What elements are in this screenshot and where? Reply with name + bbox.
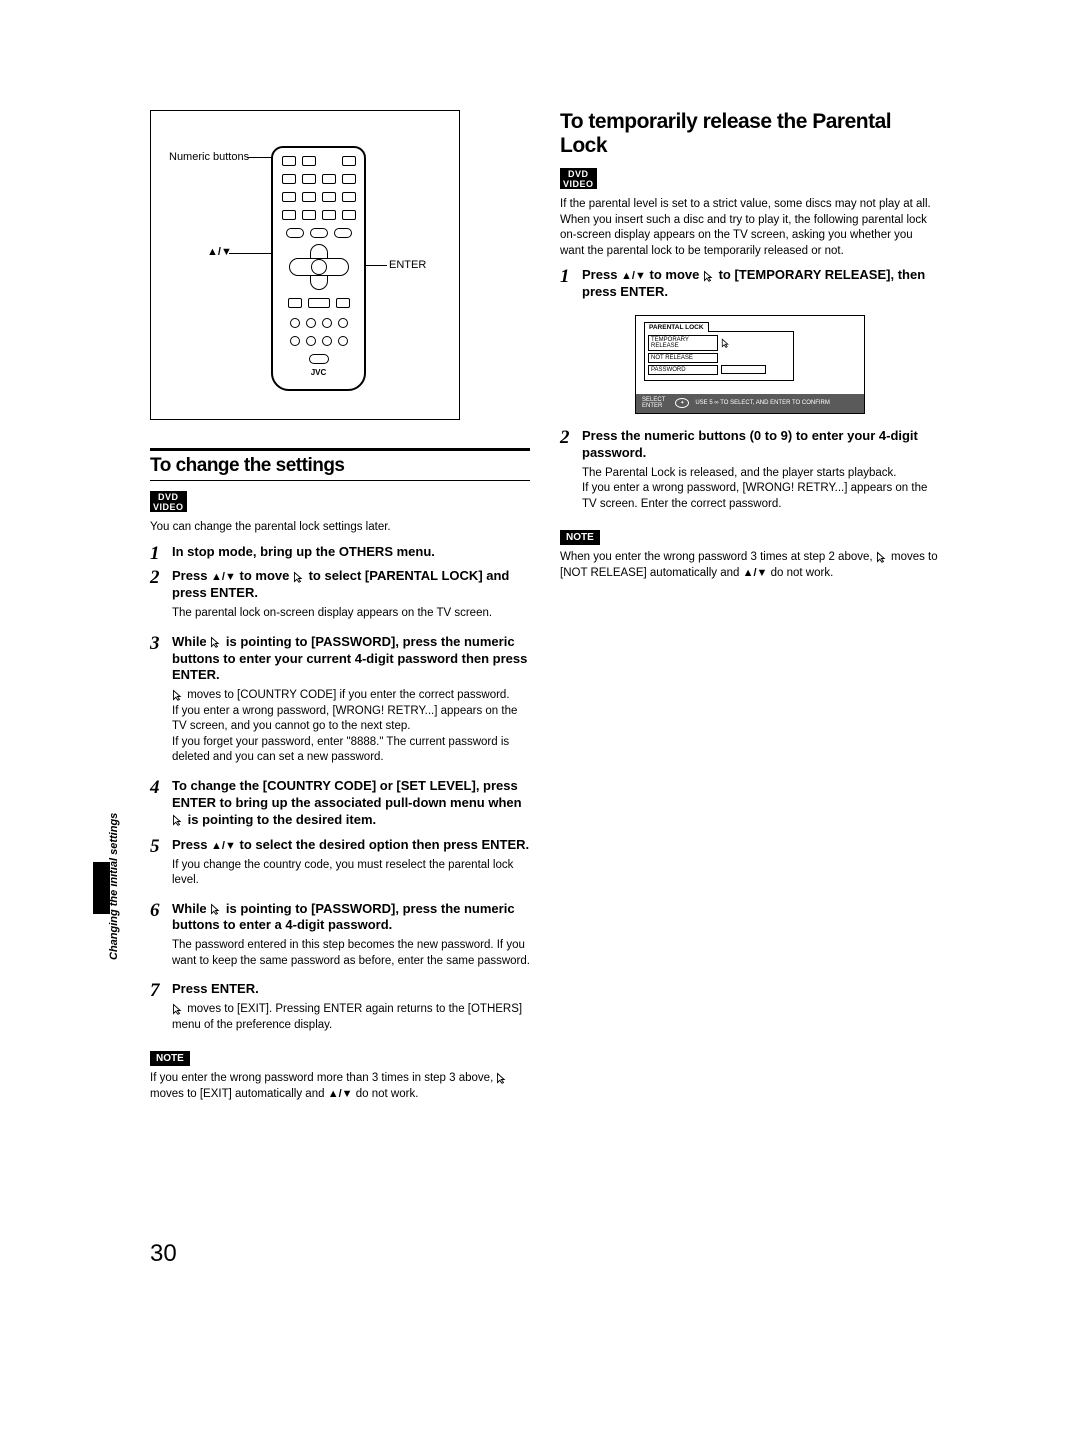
step-number: 6 xyxy=(150,901,172,978)
cursor-icon xyxy=(172,1003,184,1015)
step-number: 3 xyxy=(150,634,172,774)
cursor-icon xyxy=(172,814,184,826)
osd-screenshot: PARENTAL LOCK TEMPORARY RELEASE NOT RELE… xyxy=(635,315,865,414)
page-number: 30 xyxy=(150,1240,177,1268)
step-detail: The parental lock on-screen display appe… xyxy=(172,606,530,622)
page-content: Numeric buttons ▲/▼ ENTER JVC To change … xyxy=(150,110,940,1102)
right-step-1: 1 Press ▲/▼ to move to [TEMPORARY RELEAS… xyxy=(560,267,940,305)
step-title: To change the [COUNTRY CODE] or [SET LEV… xyxy=(172,778,530,829)
step-detail: The password entered in this step become… xyxy=(172,938,530,969)
right-section-title: To temporarily release the Parental Lock xyxy=(560,110,940,158)
right-intro: If the parental level is set to a strict… xyxy=(560,197,940,259)
step-detail: moves to [EXIT]. Pressing ENTER again re… xyxy=(172,1002,530,1033)
callout-numeric: Numeric buttons xyxy=(169,151,249,163)
cursor-icon xyxy=(721,338,731,348)
cursor-icon xyxy=(293,571,305,583)
note-badge: NOTE xyxy=(150,1051,190,1066)
step-number: 2 xyxy=(150,568,172,629)
osd-row-not: NOT RELEASE xyxy=(648,353,718,363)
osd-footer-hint: USE 5 ∞ TO SELECT, AND ENTER TO CONFIRM xyxy=(695,400,830,406)
osd-row-pass: PASSWORD xyxy=(648,365,718,375)
right-note: When you enter the wrong password 3 time… xyxy=(560,550,940,581)
step-number: 5 xyxy=(150,837,172,897)
remote-brand: JVC xyxy=(273,368,364,377)
step-number: 1 xyxy=(150,544,172,565)
remote-illustration: Numeric buttons ▲/▼ ENTER JVC xyxy=(150,110,460,420)
step-7: 7 Press ENTER. moves to [EXIT]. Pressing… xyxy=(150,981,530,1041)
note-badge: NOTE xyxy=(560,530,600,545)
osd-footer: SELECTENTER ✦ USE 5 ∞ TO SELECT, AND ENT… xyxy=(636,394,864,413)
osd-tab: PARENTAL LOCK xyxy=(644,322,709,332)
step-5: 5 Press ▲/▼ to select the desired option… xyxy=(150,837,530,897)
dvd-video-badge: DVDVIDEO xyxy=(560,168,597,189)
callout-updown: ▲/▼ xyxy=(207,246,232,258)
step-title: In stop mode, bring up the OTHERS menu. xyxy=(172,544,530,561)
cursor-icon xyxy=(876,551,888,563)
left-note: If you enter the wrong password more tha… xyxy=(150,1071,530,1102)
step-title: Press ▲/▼ to move to select [PARENTAL LO… xyxy=(172,568,530,602)
step-2: 2 Press ▲/▼ to move to select [PARENTAL … xyxy=(150,568,530,629)
step-6: 6 While is pointing to [PASSWORD], press… xyxy=(150,901,530,978)
step-title: While is pointing to [PASSWORD], press t… xyxy=(172,901,530,935)
left-intro: You can change the parental lock setting… xyxy=(150,520,530,536)
step-3: 3 While is pointing to [PASSWORD], press… xyxy=(150,634,530,774)
step-1: 1 In stop mode, bring up the OTHERS menu… xyxy=(150,544,530,565)
step-number: 2 xyxy=(560,428,582,520)
osd-password-field xyxy=(721,365,766,374)
right-step-2: 2 Press the numeric buttons (0 to 9) to … xyxy=(560,428,940,520)
step-number: 7 xyxy=(150,981,172,1041)
side-label: Changing the initial settings xyxy=(108,813,120,960)
left-column: Numeric buttons ▲/▼ ENTER JVC To change … xyxy=(150,110,530,1102)
left-section-title: To change the settings xyxy=(150,448,530,481)
step-title: Press ▲/▼ to move to [TEMPORARY RELEASE]… xyxy=(582,267,940,301)
cursor-icon xyxy=(496,1072,508,1084)
osd-row-temp: TEMPORARY RELEASE xyxy=(648,335,718,351)
dvd-video-badge: DVDVIDEO xyxy=(150,491,187,512)
step-4: 4 To change the [COUNTRY CODE] or [SET L… xyxy=(150,778,530,833)
cursor-icon xyxy=(172,689,184,701)
step-title: Press ▲/▼ to select the desired option t… xyxy=(172,837,530,854)
step-title: Press ENTER. xyxy=(172,981,530,998)
right-column: To temporarily release the Parental Lock… xyxy=(560,110,940,1102)
step-title: While is pointing to [PASSWORD], press t… xyxy=(172,634,530,685)
cursor-icon xyxy=(210,903,222,915)
callout-enter: ENTER xyxy=(389,259,426,271)
cursor-icon xyxy=(210,636,222,648)
step-number: 4 xyxy=(150,778,172,833)
step-detail: The Parental Lock is released, and the p… xyxy=(582,466,940,513)
step-detail: If you change the country code, you must… xyxy=(172,858,530,889)
step-title: Press the numeric buttons (0 to 9) to en… xyxy=(582,428,940,462)
remote-body: JVC xyxy=(271,146,366,391)
step-number: 1 xyxy=(560,267,582,305)
step-detail: moves to [COUNTRY CODE] if you enter the… xyxy=(172,688,530,766)
cursor-icon xyxy=(703,270,715,282)
